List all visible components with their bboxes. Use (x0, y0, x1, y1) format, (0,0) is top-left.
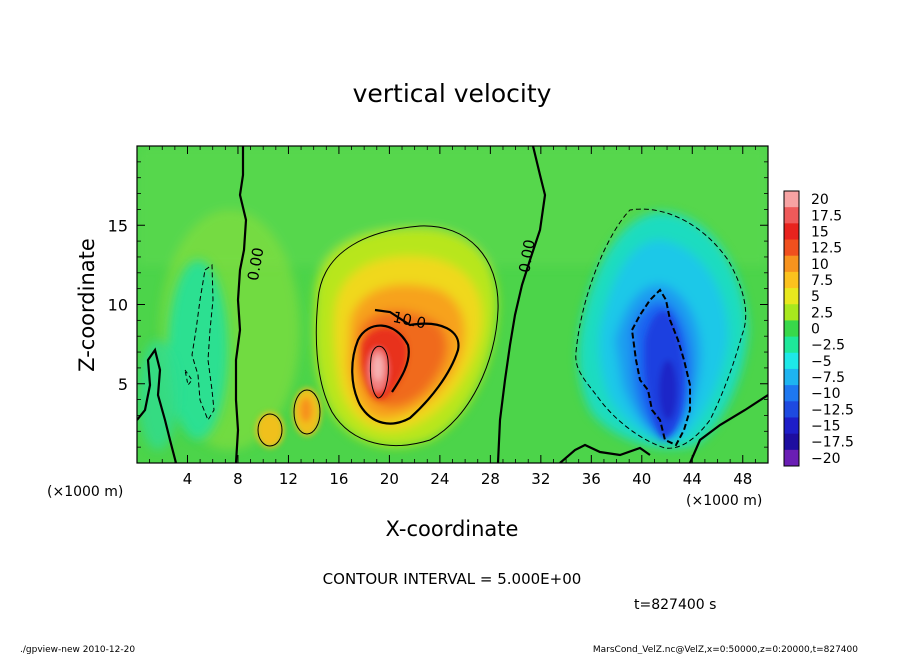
colorbar-label: −12.5 (811, 402, 854, 418)
colorbar-frame (783, 190, 800, 467)
y-tick-label: 15 (108, 216, 128, 235)
colorbar-swatch (784, 352, 799, 370)
x-unit-right: (×1000 m) (686, 493, 762, 509)
colorbar-swatch (784, 417, 799, 435)
time-label: t=827400 s (634, 597, 716, 613)
colorbar-label: −7.5 (811, 370, 845, 386)
contour-label: 0.00 (515, 238, 539, 274)
colorbar-swatch (784, 207, 799, 224)
x-axis-label: X-coordinate (386, 517, 519, 541)
colorbar-label: 10 (811, 257, 829, 273)
colorbar-swatch (784, 449, 799, 467)
y-tick-label: 10 (108, 296, 128, 315)
x-tick-label: 16 (329, 470, 348, 488)
colorbar-swatch (784, 255, 799, 273)
colorbar-swatch (784, 385, 799, 402)
colorbar-swatch (784, 223, 799, 241)
colorbar-swatch (784, 304, 799, 321)
footer-right: MarsCond_VelZ.nc@VelZ,x=0:50000,z=0:2000… (593, 645, 858, 654)
chart-title: vertical velocity (353, 79, 552, 108)
colorbar-label: 5 (811, 289, 820, 305)
y-axis-label: Z-coordinate (75, 238, 99, 372)
colorbar-label: 20 (811, 192, 829, 208)
colorbar: 2017.51512.5107.552.50−2.5−5−7.5−10−12.5… (783, 190, 854, 467)
contour-10 (351, 308, 460, 425)
x-axis: 4 8 12 16 20 24 28 32 36 40 44 48 (149, 146, 756, 488)
x-tick-label: 4 (183, 470, 193, 488)
contour-label: 0.00 (244, 246, 268, 282)
x-tick-label: 20 (380, 470, 399, 488)
colorbar-label: −15 (811, 419, 841, 435)
zero-contour-right (496, 146, 547, 463)
colorbar-label: 0 (811, 322, 820, 338)
colorbar-label: −2.5 (811, 338, 845, 354)
colorbar-label: −10 (811, 386, 841, 402)
x-tick-label: 44 (683, 470, 702, 488)
contour-neg5 (575, 208, 747, 449)
colorbar-swatch (784, 271, 799, 289)
x-tick-label: 24 (430, 470, 449, 488)
x-tick-label: 12 (279, 470, 298, 488)
x-tick-label: 40 (632, 470, 651, 488)
colorbar-swatch (784, 401, 799, 418)
colorbar-swatch (784, 433, 799, 451)
colorbar-swatch (784, 288, 799, 305)
zero-contour-left (234, 146, 248, 463)
x-unit-left: (×1000 m) (47, 484, 123, 500)
x-tick-label: 36 (582, 470, 601, 488)
colorbar-label: 2.5 (811, 305, 833, 321)
y-axis: 5 10 15 (108, 161, 768, 448)
x-tick-label: 48 (733, 470, 752, 488)
footer-left: ./gpview-new 2010-12-20 (20, 645, 135, 654)
plot-area (137, 146, 768, 463)
colorbar-swatch (784, 368, 799, 386)
colorbar-swatch (784, 320, 799, 338)
colorbar-swatch (784, 191, 799, 208)
contour-5 (315, 225, 499, 446)
x-tick-label: 32 (531, 470, 550, 488)
colorbar-label: 7.5 (811, 273, 833, 289)
colorbar-label: 15 (811, 224, 829, 240)
colorbar-label: −5 (811, 354, 832, 370)
contour-interval: CONTOUR INTERVAL = 5.000E+00 (323, 570, 582, 588)
contour-neg10 (630, 288, 691, 447)
colorbar-swatch (784, 336, 799, 354)
colorbar-swatch (784, 239, 799, 257)
y-tick-label: 5 (118, 375, 128, 394)
x-tick-label: 8 (233, 470, 243, 488)
x-tick-label: 28 (481, 470, 500, 488)
colorbar-label: 17.5 (811, 208, 842, 224)
colorbar-label: −20 (811, 451, 841, 467)
colorbar-label: 12.5 (811, 241, 842, 257)
colorbar-label: −17.5 (811, 435, 854, 451)
